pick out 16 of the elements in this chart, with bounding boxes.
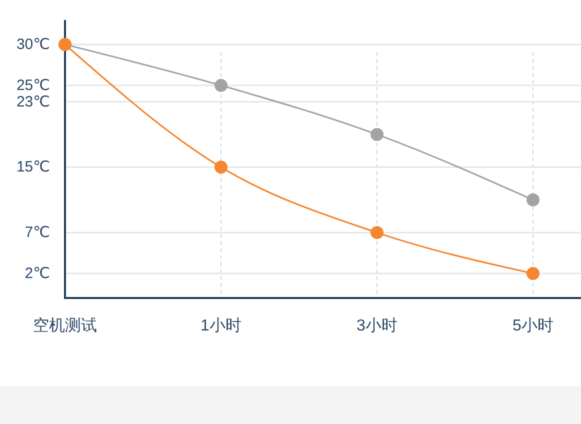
y-tick-label: 15℃ xyxy=(16,158,50,176)
x-tick-label: 3小时 xyxy=(356,316,398,334)
y-tick-label: 7℃ xyxy=(24,224,50,242)
y-tick-label: 25℃ xyxy=(16,76,50,94)
point xyxy=(370,226,384,240)
point xyxy=(214,160,228,174)
point xyxy=(214,78,228,92)
y-tick-label: 2℃ xyxy=(24,264,50,282)
y-tick-label: 30℃ xyxy=(16,36,50,54)
y-tick-label: 23℃ xyxy=(16,93,50,110)
point xyxy=(526,266,540,280)
x-tick-label: 空机测试 xyxy=(33,316,97,334)
x-tick-label: 1小时 xyxy=(200,316,242,334)
point xyxy=(370,128,384,141)
x-tick-label: 5小时 xyxy=(512,316,554,334)
point xyxy=(526,193,540,206)
